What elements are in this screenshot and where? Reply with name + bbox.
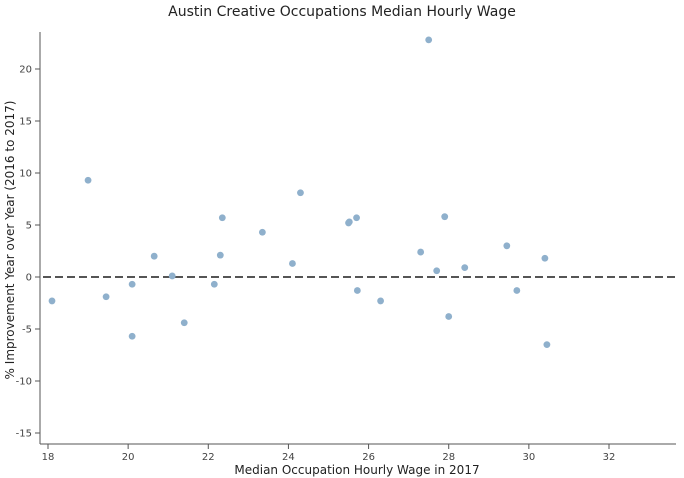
data-point[interactable] — [48, 297, 56, 305]
y-tick-label: -15 — [16, 429, 32, 440]
data-point[interactable] — [433, 267, 441, 275]
data-point[interactable] — [461, 264, 469, 272]
data-point[interactable] — [445, 313, 453, 320]
x-tick-label: 24 — [282, 452, 295, 463]
y-tick-label: 20 — [19, 65, 32, 76]
data-point[interactable] — [102, 293, 110, 301]
data-point[interactable] — [377, 297, 384, 305]
data-point[interactable] — [168, 272, 176, 280]
data-point[interactable] — [417, 248, 425, 256]
data-point[interactable] — [441, 213, 449, 221]
x-tick-label: 32 — [603, 452, 616, 463]
x-tick-label: 22 — [202, 452, 215, 463]
data-point[interactable] — [541, 254, 549, 262]
chart-title: Austin Creative Occupations Median Hourl… — [168, 4, 516, 20]
data-point[interactable] — [128, 280, 136, 288]
x-tick-label: 18 — [42, 452, 55, 463]
data-point[interactable] — [503, 242, 511, 250]
data-point[interactable] — [218, 214, 226, 222]
y-tick-label: 15 — [19, 117, 32, 128]
y-axis-title: % Improvement Year over Year (2016 to 20… — [3, 101, 17, 380]
data-point[interactable] — [216, 251, 224, 259]
data-point[interactable] — [289, 260, 296, 267]
data-point[interactable] — [258, 228, 266, 236]
x-axis-title: Median Occupation Hourly Wage in 2017 — [234, 463, 479, 477]
data-point[interactable] — [513, 287, 521, 294]
x-tick-label: 26 — [362, 452, 375, 463]
data-point[interactable] — [150, 252, 158, 260]
data-point[interactable] — [543, 341, 551, 348]
data-points — [48, 36, 551, 348]
x-tick-label: 20 — [122, 452, 135, 463]
data-point[interactable] — [84, 176, 92, 184]
data-point[interactable] — [425, 36, 433, 44]
data-point[interactable] — [180, 319, 188, 327]
x-tick-label: 30 — [522, 452, 535, 463]
y-tick-label: 10 — [19, 169, 32, 180]
y-tick-label: -5 — [22, 325, 32, 336]
data-point[interactable] — [297, 189, 304, 197]
data-point[interactable] — [353, 214, 360, 222]
data-point[interactable] — [353, 287, 361, 294]
data-point[interactable] — [128, 332, 136, 340]
x-tick-label: 28 — [442, 452, 455, 463]
y-tick-label: 5 — [26, 221, 32, 232]
axes: -15 -10 -5 0 5 10 15 20 18 20 22 24 26 28 30 32 — [16, 32, 676, 463]
data-point[interactable] — [210, 280, 218, 288]
y-tick-label: 0 — [26, 273, 32, 284]
data-point[interactable] — [345, 218, 353, 226]
y-tick-label: -10 — [16, 377, 32, 388]
